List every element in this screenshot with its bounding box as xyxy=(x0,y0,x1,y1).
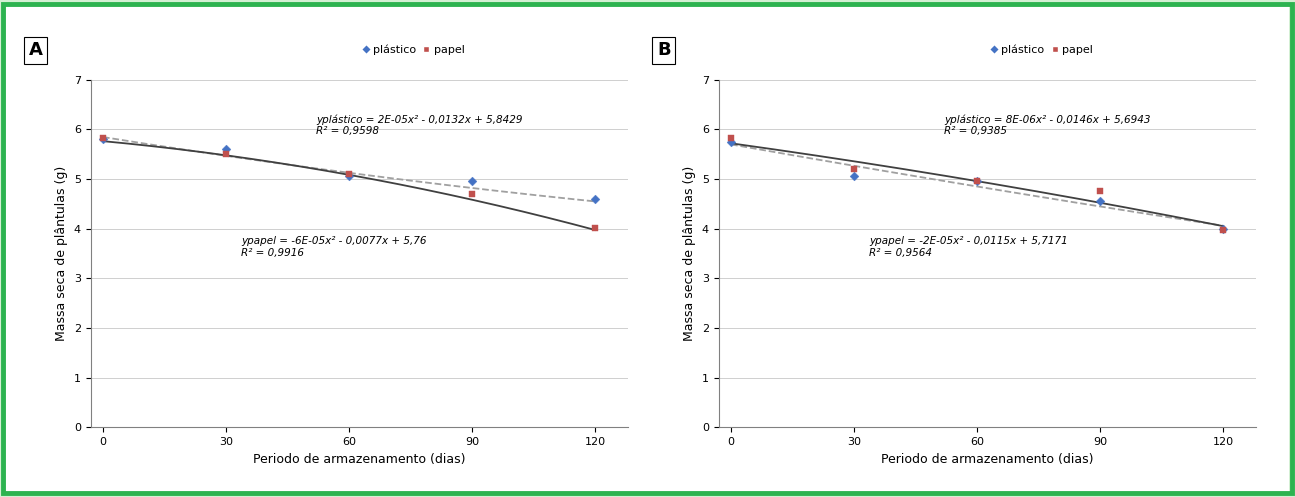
Point xyxy=(1090,197,1111,205)
Point xyxy=(1090,187,1111,195)
Point xyxy=(216,145,237,153)
Point xyxy=(93,135,114,143)
Point xyxy=(216,150,237,158)
X-axis label: Periodo de armazenamento (dias): Periodo de armazenamento (dias) xyxy=(253,453,466,466)
Text: A: A xyxy=(28,41,43,59)
Point xyxy=(721,138,742,146)
Point xyxy=(462,190,483,198)
Point xyxy=(844,172,865,180)
Point xyxy=(339,170,360,178)
Legend: plástico, papel: plástico, papel xyxy=(985,40,1097,59)
Point xyxy=(585,224,606,232)
Point xyxy=(462,177,483,185)
Y-axis label: Massa seca de plântulas (g): Massa seca de plântulas (g) xyxy=(56,166,69,341)
Point xyxy=(967,177,988,185)
Point xyxy=(1213,225,1234,233)
Y-axis label: Massa seca de plântulas (g): Massa seca de plântulas (g) xyxy=(684,166,697,341)
Point xyxy=(967,177,988,185)
Text: yplástico = 8E-06x² - 0,0146x + 5,6943
R² = 0,9385: yplástico = 8E-06x² - 0,0146x + 5,6943 R… xyxy=(944,114,1151,136)
Point xyxy=(339,172,360,180)
Text: ypapel = -2E-05x² - 0,0115x + 5,7171
R² = 0,9564: ypapel = -2E-05x² - 0,0115x + 5,7171 R² … xyxy=(869,236,1068,257)
Point xyxy=(585,195,606,203)
Point xyxy=(721,134,742,142)
Legend: plástico, papel: plástico, papel xyxy=(357,40,469,59)
Point xyxy=(844,165,865,173)
Text: yplástico = 2E-05x² - 0,0132x + 5,8429
R² = 0,9598: yplástico = 2E-05x² - 0,0132x + 5,8429 R… xyxy=(316,114,523,136)
Text: B: B xyxy=(657,41,671,59)
Point xyxy=(93,134,114,142)
Point xyxy=(1213,226,1234,234)
X-axis label: Periodo de armazenamento (dias): Periodo de armazenamento (dias) xyxy=(881,453,1094,466)
Text: ypapel = -6E-05x² - 0,0077x + 5,76
R² = 0,9916: ypapel = -6E-05x² - 0,0077x + 5,76 R² = … xyxy=(241,236,426,257)
